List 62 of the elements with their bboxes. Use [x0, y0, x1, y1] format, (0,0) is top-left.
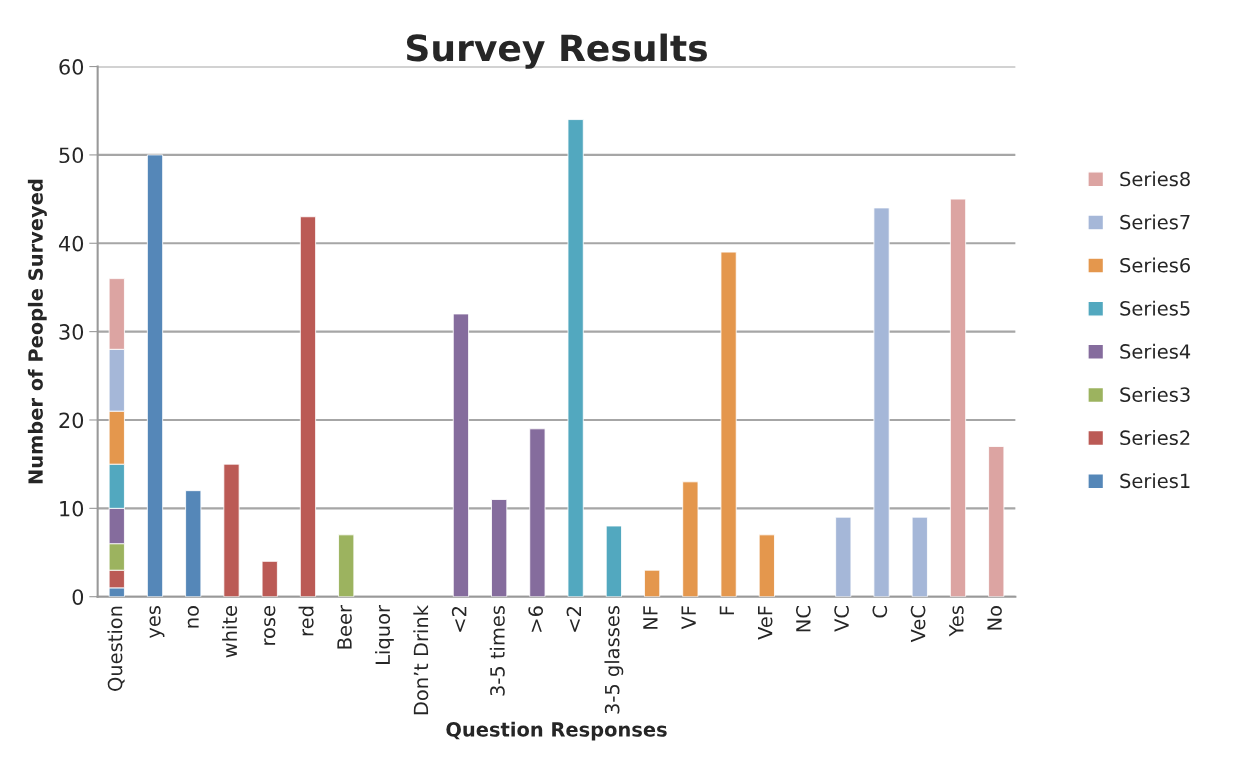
- x-tick-label: C: [872, 606, 888, 618]
- legend-label: Series6: [1120, 257, 1190, 273]
- bar: [338, 534, 355, 597]
- x-tick-label: VeF: [758, 606, 773, 640]
- x-tick-label: no: [187, 606, 199, 628]
- x-tick-label: VeC: [910, 606, 926, 643]
- bar: [261, 560, 278, 597]
- bar: [835, 516, 852, 597]
- x-tick-label: VF: [681, 606, 696, 630]
- y-tick-label: 50: [59, 147, 84, 164]
- bar: [529, 428, 546, 597]
- y-tick-label: 20: [59, 412, 84, 429]
- y-axis-title: Number of People Surveyed: [27, 179, 47, 484]
- x-tick-label: 3-5 glasses: [604, 605, 624, 714]
- x-axis-title: Question Responses: [446, 721, 667, 741]
- legend-label: Series4: [1120, 343, 1191, 359]
- legend-label: Series8: [1120, 171, 1190, 187]
- chart-title: Survey Results: [406, 33, 707, 69]
- legend-label: Series7: [1120, 214, 1190, 230]
- bar: [146, 154, 164, 597]
- bar: [452, 313, 469, 597]
- bar: [720, 251, 737, 597]
- x-tick-label: yes: [149, 605, 165, 639]
- bar: [491, 499, 508, 597]
- legend-label: Series3: [1120, 386, 1190, 402]
- x-tick-label: <2: [451, 606, 467, 632]
- bar: [644, 569, 661, 597]
- x-tick-label: Yes: [949, 605, 964, 637]
- y-tick-label: 30: [59, 324, 84, 340]
- x-tick-label: <2: [566, 606, 581, 632]
- bar: [567, 119, 584, 597]
- bar: [299, 216, 317, 597]
- y-tick-label: 0: [72, 589, 84, 605]
- x-tick-label: F: [719, 606, 734, 615]
- x-tick-label: Liquor: [375, 605, 394, 664]
- y-tick-label: 10: [60, 500, 84, 517]
- x-tick-label: red: [298, 606, 314, 636]
- bar: [911, 516, 928, 597]
- bar: [873, 207, 890, 597]
- x-tick-label: 3-5 times: [489, 605, 505, 696]
- legend-label: Series2: [1120, 430, 1190, 446]
- x-tick-label: Beer: [337, 605, 352, 649]
- bar: [949, 198, 967, 597]
- x-tick-label: VC: [834, 606, 849, 632]
- x-tick-label: >6: [528, 606, 544, 632]
- bar: [988, 446, 1005, 597]
- x-tick-label: Question: [107, 606, 125, 691]
- bar: [758, 534, 775, 597]
- bar: [682, 481, 699, 597]
- y-tick-label: 60: [59, 59, 84, 75]
- bar: [185, 490, 202, 597]
- x-tick-label: Don’t Drink: [413, 605, 429, 715]
- x-tick-label: NC: [796, 606, 811, 632]
- legend-label: Series1: [1120, 473, 1190, 489]
- x-tick-label: rose: [264, 606, 276, 645]
- x-tick-label: NF: [643, 606, 658, 629]
- y-tick-label: 40: [58, 235, 84, 252]
- legend-label: Series5: [1120, 300, 1190, 316]
- bar: [223, 463, 240, 597]
- x-tick-label: white: [222, 606, 238, 658]
- x-tick-label: No: [987, 606, 1002, 630]
- bar: [605, 525, 622, 597]
